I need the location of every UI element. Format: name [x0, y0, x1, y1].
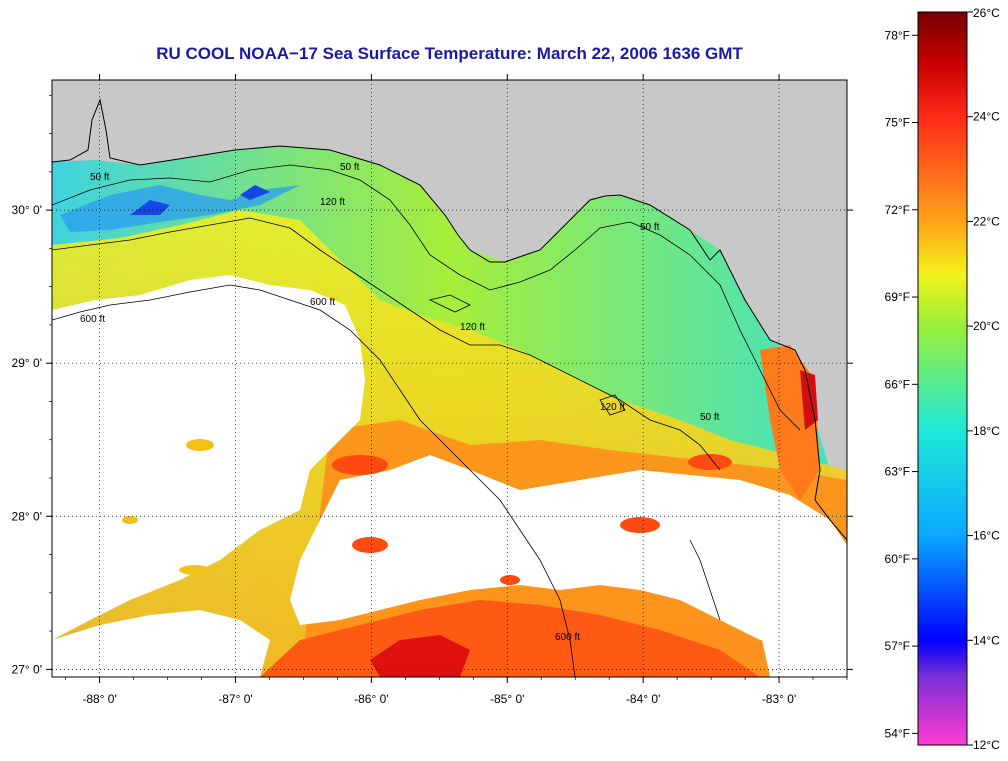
svg-text:50 ft: 50 ft — [90, 172, 110, 183]
svg-text:600 ft: 600 ft — [80, 314, 105, 325]
yellow-patches — [122, 439, 214, 575]
svg-text:600 ft: 600 ft — [310, 297, 335, 308]
cloud-southeast — [760, 610, 847, 677]
lat-tick-label: 28° 0' — [12, 509, 42, 523]
warm-patches — [332, 454, 732, 585]
map-frame — [51, 79, 848, 678]
bathymetry-contours — [52, 164, 801, 677]
cold-water — [60, 185, 300, 232]
svg-text:120 ft: 120 ft — [600, 402, 625, 413]
red-south — [370, 635, 470, 677]
contour-labels: 600 ft 600 ft 120 ft 120 ft 120 ft 50 ft… — [80, 162, 720, 643]
lat-tick-label: 30° 0' — [12, 203, 42, 217]
svg-text:50 ft: 50 ft — [640, 222, 660, 233]
axis-ticks — [46, 74, 853, 683]
colder-water — [130, 185, 270, 215]
lat-tick-label: 27° 0' — [12, 662, 42, 676]
coastline — [52, 98, 847, 541]
cloud-southwest — [52, 610, 270, 677]
axis-tick-labels: -88° 0' -87° 0' -86° 0' -85° 0' -84° 0' -83° … — [12, 203, 797, 706]
svg-text:50 ft: 50 ft — [700, 412, 720, 423]
lon-tick-label: -86° 0' — [354, 692, 388, 706]
cloud-west — [52, 275, 365, 640]
cloud-central — [290, 455, 847, 645]
map-grid — [52, 80, 847, 677]
lon-tick-label: -87° 0' — [218, 692, 252, 706]
svg-text:120 ft: 120 ft — [320, 197, 345, 208]
lon-tick-label: -88° 0' — [82, 692, 116, 706]
map-plot-area: 600 ft 600 ft 120 ft 120 ft 120 ft 50 ft… — [52, 80, 847, 677]
map-title: RU COOL NOAA−17 Sea Surface Temperature:… — [156, 44, 743, 63]
svg-text:120 ft: 120 ft — [460, 322, 485, 333]
lon-tick-label: -84° 0' — [626, 692, 660, 706]
svg-text:600 ft: 600 ft — [555, 632, 580, 643]
svg-text:50 ft: 50 ft — [340, 162, 360, 173]
lon-tick-label: -83° 0' — [762, 692, 796, 706]
lon-tick-label: -85° 0' — [490, 692, 524, 706]
lat-tick-label: 29° 0' — [12, 356, 42, 370]
